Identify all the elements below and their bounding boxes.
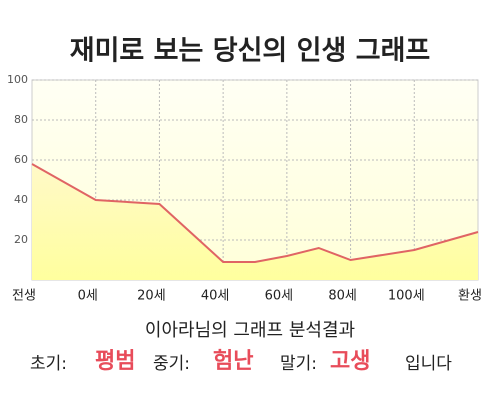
summary-label: 말기: <box>280 354 317 374</box>
y-tick-label: 100 <box>7 73 28 86</box>
summary-value: 험난 <box>213 348 253 374</box>
area <box>32 164 478 280</box>
chart-title: 재미로 보는 당신의 인생 그래프 <box>70 36 431 67</box>
summary-ending: 입니다 <box>405 354 452 374</box>
x-tick-label: 20세 <box>137 289 166 304</box>
y-tick-label: 60 <box>14 153 28 166</box>
y-tick-label: 20 <box>14 233 28 246</box>
x-tick-label: 40세 <box>201 289 230 304</box>
y-tick-label: 40 <box>14 193 28 206</box>
x-tick-label: 0세 <box>78 289 98 304</box>
x-tick-label: 80세 <box>328 289 357 304</box>
x-tick-label: 60세 <box>265 289 294 304</box>
summary-label: 초기: <box>30 354 67 374</box>
summary-value: 평범 <box>95 349 135 374</box>
x-tick-label: 100세 <box>388 289 425 304</box>
x-tick-label: 환생 <box>458 289 482 304</box>
summary-heading: 이아라님의 그래프 분석결과 <box>145 320 355 341</box>
x-tick-label: 전생 <box>12 289 36 304</box>
summary-label: 중기: <box>153 354 190 374</box>
y-tick-label: 80 <box>14 113 28 126</box>
line <box>31 163 479 263</box>
summary-value: 고생 <box>330 349 370 374</box>
